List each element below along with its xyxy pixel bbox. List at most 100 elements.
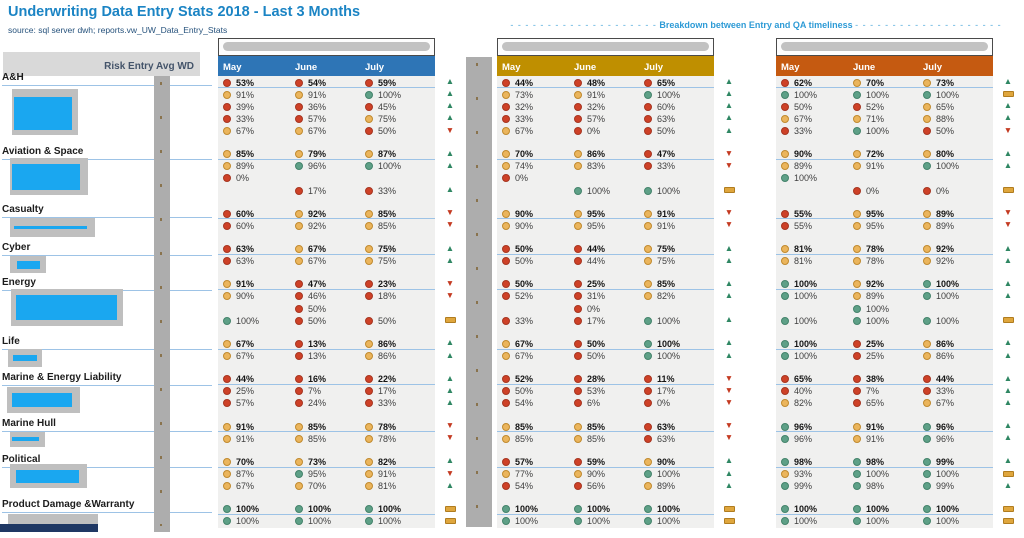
stat-value: 100% (515, 516, 539, 527)
status-dot-red-icon (502, 114, 510, 123)
stat-row: 91% 91% 100% ▲ (218, 88, 462, 100)
stat-value: 79% (308, 149, 327, 160)
status-dot-green-icon (853, 127, 861, 136)
category-bar (14, 97, 72, 130)
stat-cell: 63% (644, 113, 675, 124)
stat-cell: 91% (853, 433, 884, 444)
stat-cell: 71% (853, 113, 884, 124)
stat-value: 67% (236, 126, 255, 137)
stat-value: 77% (515, 469, 534, 480)
stat-value: 33% (936, 386, 955, 397)
stat-row: 50% (218, 302, 462, 314)
status-dot-red-icon (295, 292, 303, 301)
status-dot-green-icon (781, 434, 789, 443)
stat-cell: 32% (574, 101, 605, 112)
stat-value: 81% (378, 481, 397, 492)
stat-cell: 100% (781, 89, 817, 100)
stat-row: 50% 44% 75% ▲ (497, 243, 741, 255)
stat-row: 55% 95% 89% ▼ (776, 219, 1020, 231)
status-dot-red-icon (365, 280, 373, 289)
status-dot-amber-icon (853, 280, 861, 289)
stat-value: 70% (515, 149, 534, 160)
panel-sections: 62% 70% 73% ▲ 100% 100% 100% 50% 52% 65% ▲ 67% 71% 88… (776, 76, 1020, 538)
stat-cell: 89% (923, 208, 954, 219)
stat-row: 0% (218, 172, 462, 184)
month-label-may: May (781, 62, 800, 73)
status-dot-red-icon (923, 186, 931, 195)
stat-value: 67% (515, 126, 534, 137)
stat-cell: 33% (644, 161, 675, 172)
stat-value: 87% (378, 149, 397, 160)
trend-flat-bar (1002, 505, 1014, 512)
status-dot-red-icon (574, 457, 582, 466)
stat-cell: 59% (574, 456, 605, 467)
trend-flat-icon (1000, 184, 1016, 196)
status-dot-red-icon (644, 422, 652, 431)
stat-cell: 60% (223, 208, 254, 219)
stat-value: 50% (308, 303, 327, 314)
stat-cell: 91% (223, 421, 254, 432)
trend-up-icon: ▲ (724, 314, 734, 325)
status-dot-amber-icon (223, 457, 231, 466)
stat-value: 74% (515, 161, 534, 172)
stat-value: 100% (657, 469, 681, 480)
stat-value: 82% (378, 456, 397, 467)
stat-cell: 85% (574, 433, 605, 444)
stat-value: 100% (378, 161, 402, 172)
row-divider (218, 87, 435, 89)
stat-row: 100% 100% 100% (497, 515, 741, 527)
status-dot-red-icon (502, 280, 510, 289)
status-dot-amber-icon (644, 457, 652, 466)
stat-value: 24% (308, 398, 327, 409)
stat-row: 100% 100% 100% (218, 503, 462, 515)
stat-row: 100% 100% 100% (776, 515, 1020, 527)
stat-cell: 50% (574, 351, 605, 362)
status-dot-green-icon (853, 505, 861, 514)
stat-cell: 67% (223, 481, 254, 492)
stat-cell: 77% (502, 469, 533, 480)
status-dot-amber-icon (923, 257, 931, 266)
trend-down-icon: ▼ (445, 277, 455, 288)
stat-cell: 13% (295, 338, 326, 349)
status-dot-red-icon (502, 457, 510, 466)
stat-value: 54% (308, 77, 327, 88)
category-label-casualty: Casualty (2, 204, 212, 218)
stat-value: 54% (515, 398, 534, 409)
stat-cell: 90% (644, 456, 675, 467)
stat-value: 52% (866, 101, 885, 112)
stat-row: 0% (497, 172, 741, 184)
status-dot-red-icon (223, 257, 231, 266)
status-dot-amber-icon (502, 352, 510, 361)
stat-cell: 65% (853, 398, 884, 409)
stat-cell: 100% (644, 89, 680, 100)
stat-cell: 67% (223, 351, 254, 362)
status-dot-red-icon (644, 78, 652, 87)
stat-cell: 52% (502, 291, 533, 302)
status-dot-amber-icon (781, 162, 789, 171)
status-dot-green-icon (295, 505, 303, 514)
status-dot-amber-icon (644, 280, 652, 289)
stat-value: 100% (936, 291, 960, 302)
stat-row: 0% 0% (776, 184, 1020, 196)
status-dot-green-icon (923, 316, 931, 325)
status-dot-amber-icon (923, 209, 931, 218)
stat-value: 13% (308, 351, 327, 362)
stat-row: 91% 85% 78% ▼ (218, 420, 462, 433)
stat-cell: 75% (644, 244, 675, 255)
stat-value: 91% (587, 89, 606, 100)
stat-cell: 55% (781, 220, 812, 231)
section-political: 57% 59% 90% ▲ 77% 90% 100% ▲ 54% 56% 89% ▲ (497, 455, 741, 491)
stat-cell: 33% (365, 185, 396, 196)
stat-cell: 17% (365, 386, 396, 397)
row-divider (497, 348, 714, 350)
source-line: source: sql server dwh; reports.vw_UW_Da… (8, 25, 228, 35)
row-divider (776, 431, 993, 433)
stat-cell: 0% (502, 173, 528, 184)
stat-row: 100% 100% 100% (776, 88, 1020, 100)
stat-cell: 100% (923, 89, 959, 100)
trend-up-icon: ▲ (445, 479, 455, 490)
stat-value: 99% (936, 481, 955, 492)
stat-value: 23% (378, 279, 397, 290)
stat-row: 100% (776, 302, 1020, 314)
stat-cell: 56% (574, 481, 605, 492)
